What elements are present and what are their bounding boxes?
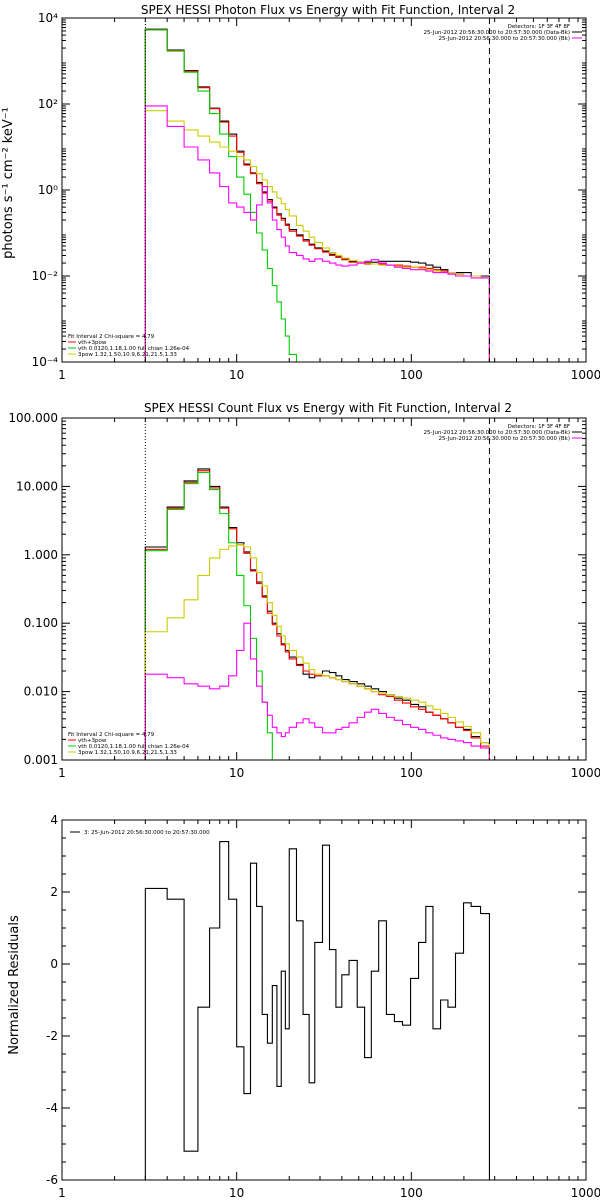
legend-entry-label: Fit Interval 2 Chi-square = 4.79 (68, 732, 155, 738)
y-tick-label: 10.000 (16, 479, 58, 493)
x-tick-label: 100 (400, 766, 423, 780)
series-line-1 (144, 29, 490, 362)
x-tick-label: 1000 (571, 1186, 600, 1200)
series-line-0 (144, 841, 490, 1180)
series-line-3 (144, 544, 490, 760)
y-tick-label: 4 (50, 813, 58, 827)
y-tick-label: 10² (38, 97, 58, 111)
plot-frame (61, 819, 587, 1181)
legend-entry-label: vth+3pow (78, 738, 107, 744)
series-group (144, 841, 490, 1180)
y-tick-label: 10⁻² (32, 269, 59, 283)
legend-entry-label: Fit Interval 2 Chi-square = 4.79 (68, 334, 155, 340)
residuals-panel: Normalized Residuals 1 10 100 1000 -6 -4 -2 0 2 4… (7, 813, 600, 1200)
legend-entry-label: Detectors: 1F 3F 4F 8F (508, 24, 570, 30)
y-tick-label: -4 (46, 1101, 58, 1115)
y-tick-label: 10⁴ (38, 11, 58, 25)
chart-title: SPEX HESSI Count Flux vs Energy with Fit… (144, 401, 512, 415)
y-axis-label: photons s⁻¹ cm⁻² keV⁻¹ (1, 107, 16, 259)
x-tick-label: 100 (400, 1186, 423, 1200)
y-tick-label: 100.000 (8, 411, 58, 425)
legend-entry-label: 3: 25-Jun-2012 20:56:30.000 to 20:57:30.… (84, 830, 210, 836)
y-tick-label: 0.010 (24, 685, 58, 699)
count-flux-panel: SPEX HESSI Count Flux vs Energy with Fit… (8, 401, 600, 780)
legend-entry-label: Detectors: 1F 3F 4F 8F (508, 424, 570, 430)
legend-entry-label: 25-Jun-2012 20:56:30.000 to 20:57:30.000… (424, 430, 570, 436)
series-line-4 (144, 622, 490, 760)
x-tick-label: 10 (229, 368, 244, 382)
plot-frame (61, 417, 587, 761)
x-tick-label: 10 (229, 1186, 244, 1200)
legend-entry-label: 25-Jun-2012 20:56:30.000 to 20:57:30.000… (424, 30, 570, 36)
legend-entry-label: vth 0.0120,1.18,1.00 full chian 1.26e-04 (78, 346, 190, 352)
series-group (144, 468, 490, 760)
y-tick-label: -6 (46, 1173, 58, 1187)
series-line-3 (144, 110, 490, 362)
series-line-0 (144, 468, 490, 760)
x-tick-label: 1000 (571, 368, 600, 382)
photon-flux-panel: SPEX HESSI Photon Flux vs Energy with Fi… (1, 3, 600, 382)
series-group (144, 28, 490, 362)
x-tick-label: 1 (58, 368, 66, 382)
legend-entry-label: 3pow 1.32,1.50,10.9,6.21,21.5,1.33 (78, 352, 177, 358)
y-tick-label: 10⁰ (38, 183, 58, 197)
y-tick-label: 0 (50, 957, 58, 971)
y-tick-label: 1.000 (24, 548, 58, 562)
chart-title: SPEX HESSI Photon Flux vs Energy with Fi… (141, 3, 515, 17)
legend-entry-label: 25-Jun-2012 20:56:30.000 to 20:57:30.000… (438, 436, 570, 442)
plot-frame (61, 17, 587, 363)
series-line-2 (144, 29, 304, 362)
y-tick-label: 2 (50, 885, 58, 899)
x-tick-label: 1 (58, 1186, 66, 1200)
x-tick-label: 10 (229, 766, 244, 780)
y-tick-label: 10⁻⁴ (32, 355, 59, 369)
legend-entry-label: vth+3pow (78, 340, 107, 346)
x-tick-label: 100 (400, 368, 423, 382)
x-tick-label: 1 (58, 766, 66, 780)
legend-entry-label: 25-Jun-2012 20:56:30.000 to 20:57:30.000… (438, 36, 570, 42)
y-axis-label: Normalized Residuals (7, 915, 22, 1055)
series-line-1 (144, 470, 490, 760)
legend-entry-label: 3pow 1.32,1.50,10.9,6.21,21.5,1.33 (78, 750, 177, 756)
y-tick-label: 0.100 (24, 616, 58, 630)
y-tick-label: 0.001 (24, 753, 58, 767)
series-line-2 (144, 471, 277, 760)
series-line-4 (144, 105, 490, 362)
x-tick-label: 1000 (571, 766, 600, 780)
y-tick-label: -2 (46, 1029, 58, 1043)
legend-entry-label: vth 0.0120,1.18,1.00 full chian 1.26e-04 (78, 744, 190, 750)
series-line-0 (144, 28, 490, 362)
